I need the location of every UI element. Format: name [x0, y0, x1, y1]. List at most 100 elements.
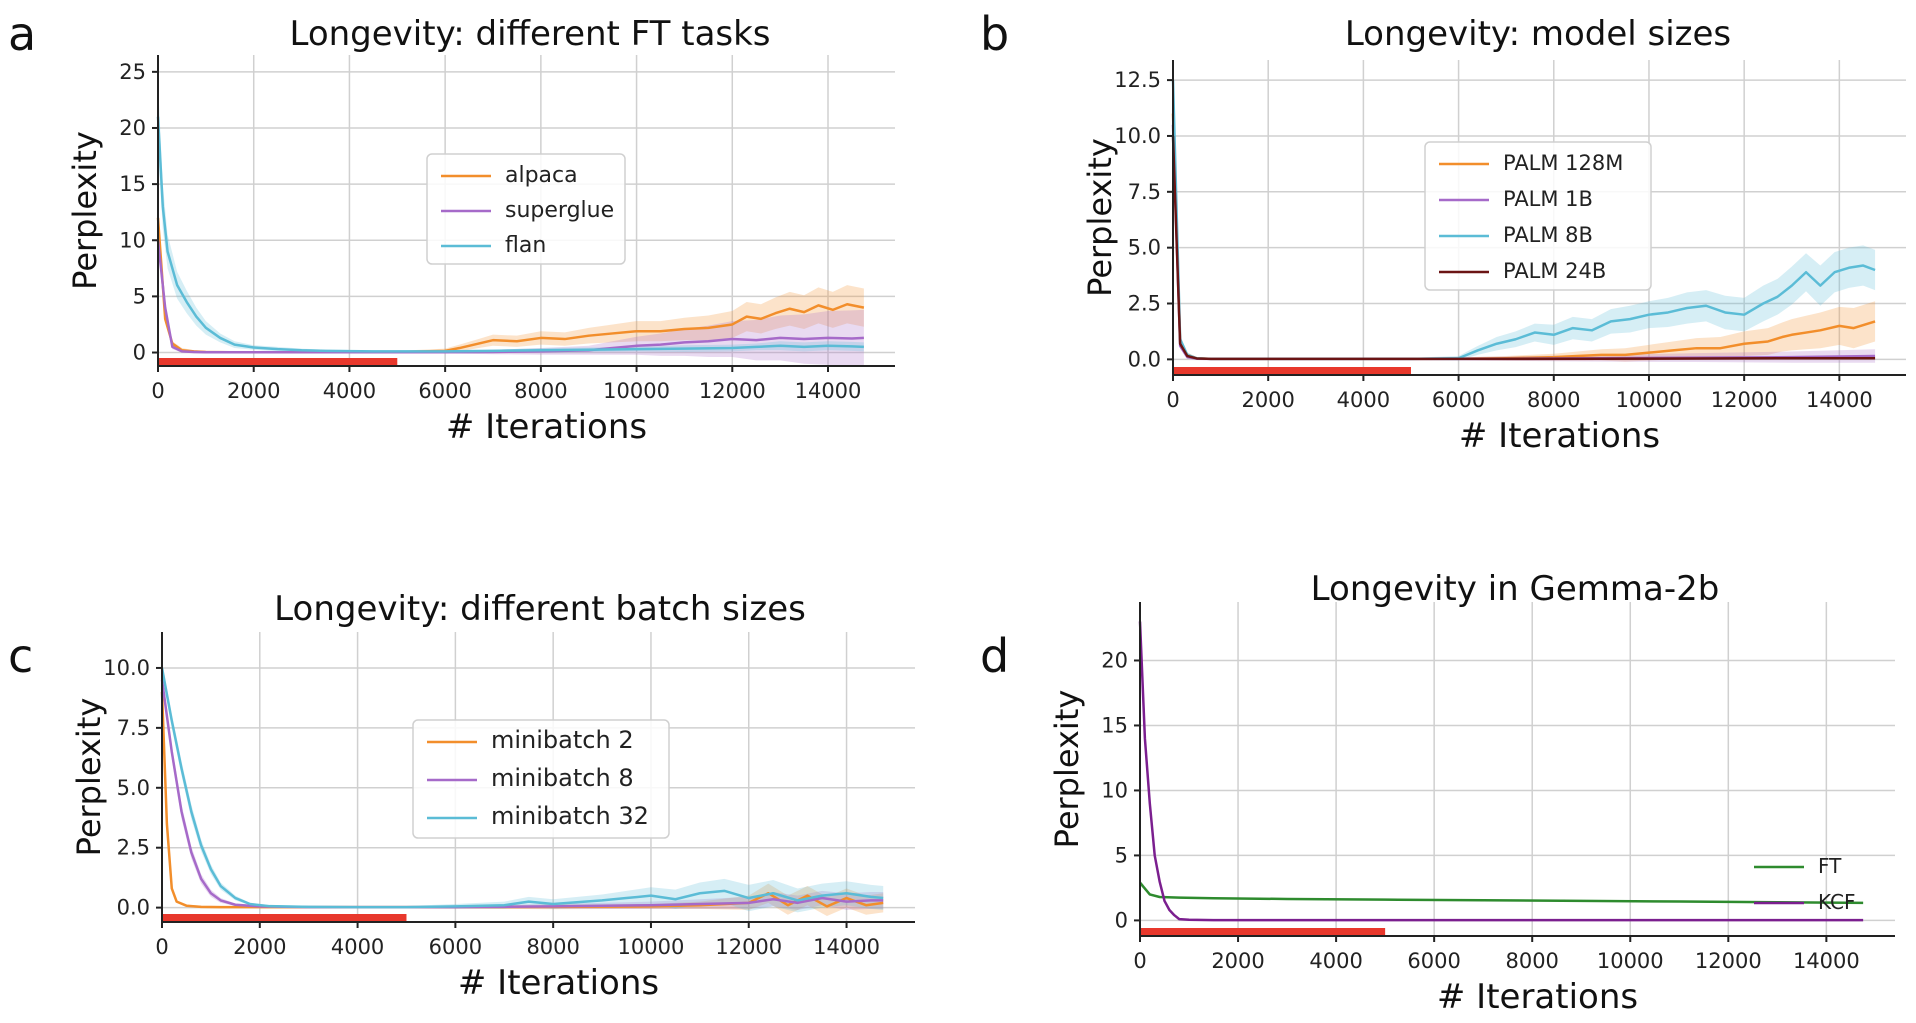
series-band-0 — [158, 215, 864, 354]
legend: PALM 128M PALM 1B PALM 8B PALM 24B — [1424, 141, 1652, 291]
y-tick-label: 12.5 — [1114, 68, 1161, 92]
x-tick-label: 12000 — [715, 935, 782, 959]
legend: alpaca superglue flan — [426, 153, 626, 265]
highlight-bar — [1173, 367, 1411, 376]
y-tick-label: 10.0 — [1114, 124, 1161, 148]
panel-label: c — [8, 629, 33, 683]
x-axis-label: # Iterations — [1437, 977, 1638, 1017]
series-band-1 — [158, 238, 864, 366]
series-band-0 — [162, 687, 884, 917]
legend-entry-label: minibatch 32 — [491, 802, 649, 830]
x-tick-label: 6000 — [429, 935, 482, 959]
panel-d: 0 2000 4000 6000 8000 10000 12000 14000 0 5 10 15 20… — [980, 569, 1895, 1017]
legend-entry-label: PALM 1B — [1503, 187, 1593, 211]
legend-entry-label: minibatch 2 — [491, 726, 634, 754]
x-tick-label: 12000 — [699, 379, 766, 403]
y-tick-label: 7.5 — [1128, 180, 1161, 204]
y-tick-label: 10 — [1101, 778, 1128, 802]
highlight-bar — [158, 358, 398, 367]
panel-label: d — [980, 629, 1009, 683]
x-tick-label: 2000 — [227, 379, 280, 403]
y-tick-label: 20 — [1101, 648, 1128, 672]
series-line-3 — [1171, 135, 1876, 361]
y-axis-label: Perplexity — [70, 698, 108, 857]
panel-b: 0 2000 4000 6000 8000 10000 12000 14000 0.0 2.5 5.… — [980, 7, 1906, 456]
series-line-0 — [1139, 881, 1864, 905]
x-axis-label: # Iterations — [458, 963, 659, 1003]
legend: FT KCF — [1754, 854, 1856, 914]
legend-box — [426, 153, 626, 265]
y-tick-label: 15 — [1101, 713, 1128, 737]
chart-title: Longevity in Gemma-2b — [1311, 569, 1720, 609]
x-tick-label: 4000 — [323, 379, 376, 403]
legend-box — [1424, 141, 1652, 291]
y-tick-label: 10 — [119, 228, 146, 252]
y-tick-label: 20 — [119, 116, 146, 140]
x-tick-label: 12000 — [1711, 388, 1778, 412]
legend-entry-label: PALM 24B — [1503, 259, 1606, 283]
y-axis-label: Perplexity — [1048, 690, 1086, 849]
highlight-bar — [1140, 928, 1386, 937]
y-tick-label: 25 — [119, 60, 146, 84]
legend-entry-label: KCF — [1818, 890, 1856, 914]
x-tick-label: 4000 — [331, 935, 384, 959]
chart-title: Longevity: different FT tasks — [289, 14, 770, 54]
y-tick-label: 2.5 — [1128, 292, 1161, 316]
y-axis-label: Perplexity — [66, 131, 104, 290]
legend-entry-label: flan — [505, 233, 546, 258]
panel-label: a — [8, 7, 36, 61]
x-tick-label: 0 — [151, 379, 164, 403]
x-tick-label: 12000 — [1695, 949, 1762, 973]
y-tick-label: 0.0 — [117, 896, 150, 920]
legend-box — [412, 719, 670, 839]
x-tick-label: 0 — [155, 935, 168, 959]
panel-label: b — [980, 7, 1009, 61]
highlight-bar — [162, 914, 407, 923]
legend: minibatch 2 minibatch 8 minibatch 32 — [412, 719, 670, 839]
panel-a: 0 2000 4000 6000 8000 10000 12000 14000 0 5 10 15 20… — [8, 7, 895, 447]
x-tick-label: 8000 — [526, 935, 579, 959]
y-tick-label: 15 — [119, 172, 146, 196]
x-tick-label: 8000 — [1505, 949, 1558, 973]
x-tick-label: 2000 — [1211, 949, 1264, 973]
panel-c: 0 2000 4000 6000 8000 10000 12000 14000 0.0 2.5 5.… — [8, 589, 915, 1003]
legend-entry-label: FT — [1818, 854, 1842, 878]
y-tick-label: 0.0 — [1128, 347, 1161, 371]
y-tick-label: 0 — [1115, 908, 1128, 932]
y-tick-label: 10.0 — [103, 656, 150, 680]
x-tick-label: 14000 — [1806, 388, 1873, 412]
y-tick-label: 2.5 — [117, 836, 150, 860]
legend-entry-label: alpaca — [505, 163, 578, 188]
series-line-1 — [1138, 621, 1864, 922]
legend-entry-label: minibatch 8 — [491, 764, 634, 792]
y-tick-label: 7.5 — [117, 716, 150, 740]
x-tick-label: 14000 — [1793, 949, 1860, 973]
x-tick-label: 4000 — [1337, 388, 1390, 412]
x-tick-label: 6000 — [1407, 949, 1460, 973]
series-band-0 — [1173, 109, 1876, 362]
x-tick-label: 2000 — [233, 935, 286, 959]
chart-title: Longevity: model sizes — [1345, 14, 1731, 54]
x-tick-label: 14000 — [795, 379, 862, 403]
x-tick-label: 10000 — [618, 935, 685, 959]
x-tick-label: 0 — [1166, 388, 1179, 412]
x-tick-label: 0 — [1133, 949, 1146, 973]
y-tick-label: 5 — [1115, 843, 1128, 867]
chart-title: Longevity: different batch sizes — [274, 589, 806, 629]
y-tick-label: 5.0 — [1128, 236, 1161, 260]
legend-entry-label: superglue — [505, 198, 614, 223]
x-tick-label: 4000 — [1309, 949, 1362, 973]
x-tick-label: 10000 — [603, 379, 670, 403]
series-line-2 — [160, 667, 884, 909]
x-tick-label: 6000 — [418, 379, 471, 403]
y-axis-label: Perplexity — [1081, 138, 1119, 297]
x-tick-label: 8000 — [514, 379, 567, 403]
x-axis-label: # Iterations — [446, 407, 647, 447]
x-tick-label: 10000 — [1597, 949, 1664, 973]
series-line-2 — [156, 116, 864, 353]
legend-entry-label: PALM 8B — [1503, 223, 1593, 247]
x-tick-label: 14000 — [813, 935, 880, 959]
x-tick-label: 10000 — [1616, 388, 1683, 412]
legend-entry-label: PALM 128M — [1503, 151, 1623, 175]
